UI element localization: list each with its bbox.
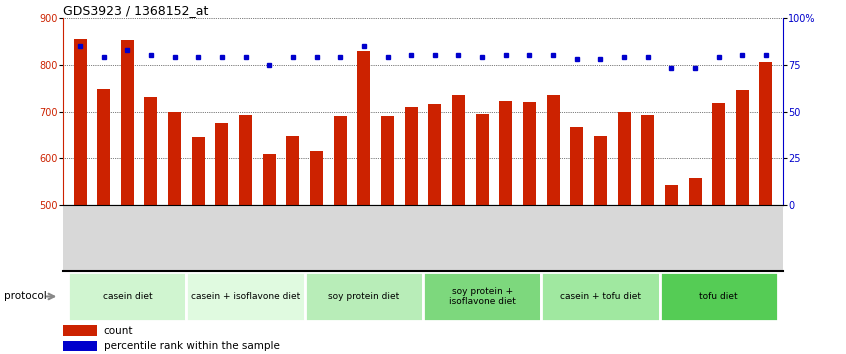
Bar	[310, 152, 323, 205]
Bar	[594, 136, 607, 205]
FancyBboxPatch shape	[69, 272, 186, 321]
Bar	[381, 116, 394, 205]
Bar	[192, 137, 205, 205]
FancyBboxPatch shape	[305, 272, 423, 321]
Text: count: count	[103, 326, 133, 336]
Bar	[570, 126, 583, 205]
Text: soy protein +
isoflavone diet: soy protein + isoflavone diet	[448, 287, 515, 306]
Bar	[404, 107, 418, 205]
Text: casein diet: casein diet	[102, 292, 152, 301]
FancyBboxPatch shape	[660, 272, 777, 321]
FancyBboxPatch shape	[423, 272, 541, 321]
Bar	[145, 97, 157, 205]
Bar	[63, 325, 97, 336]
Bar	[689, 178, 701, 205]
Bar	[499, 101, 513, 205]
Text: protocol: protocol	[4, 291, 47, 302]
Bar	[216, 123, 228, 205]
Text: percentile rank within the sample: percentile rank within the sample	[103, 341, 279, 351]
FancyBboxPatch shape	[541, 272, 660, 321]
Text: soy protein diet: soy protein diet	[328, 292, 399, 301]
Bar	[121, 40, 134, 205]
Bar	[712, 103, 725, 205]
Bar	[736, 90, 749, 205]
Bar	[97, 89, 110, 205]
Text: tofu diet: tofu diet	[700, 292, 738, 301]
FancyBboxPatch shape	[186, 272, 305, 321]
Bar	[239, 115, 252, 205]
Bar	[665, 185, 678, 205]
Bar	[63, 341, 97, 351]
Bar	[287, 136, 299, 205]
Bar	[547, 95, 559, 205]
Bar	[618, 112, 630, 205]
Bar	[428, 104, 442, 205]
Text: GDS3923 / 1368152_at: GDS3923 / 1368152_at	[63, 4, 209, 17]
Bar	[475, 114, 489, 205]
Bar	[263, 154, 276, 205]
Bar	[74, 39, 86, 205]
Text: casein + tofu diet: casein + tofu diet	[560, 292, 641, 301]
Bar	[333, 116, 347, 205]
Bar	[452, 95, 465, 205]
Text: casein + isoflavone diet: casein + isoflavone diet	[191, 292, 300, 301]
Bar	[760, 62, 772, 205]
Bar	[523, 102, 536, 205]
Bar	[641, 115, 654, 205]
Bar	[357, 51, 371, 205]
Bar	[168, 112, 181, 205]
